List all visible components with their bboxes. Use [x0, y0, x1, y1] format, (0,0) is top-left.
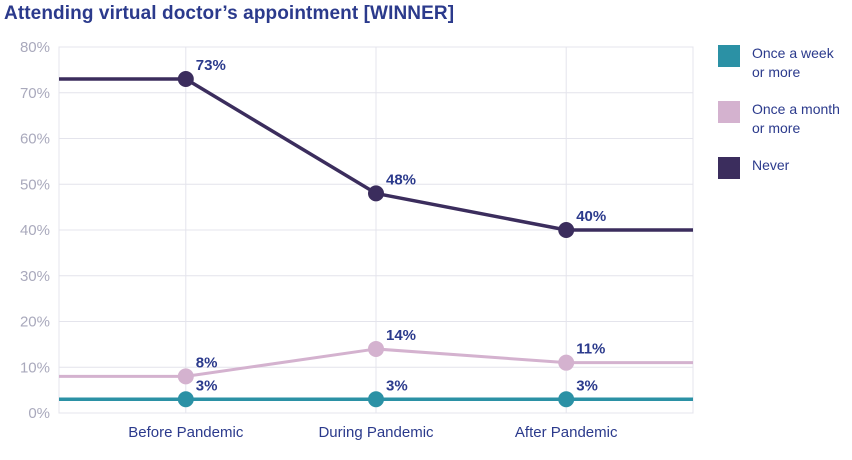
data-point-never-after-pandemic[interactable]	[558, 222, 575, 238]
y-axis-tick-label: 50%	[20, 176, 50, 193]
data-label-once-a-month-or-more-during-pandemic: 14%	[386, 327, 416, 344]
legend-swatch-never	[718, 157, 740, 179]
y-axis-tick-label: 70%	[20, 85, 50, 102]
y-axis-tick-label: 60%	[20, 131, 50, 148]
page-title: Attending virtual doctor’s appointment […	[4, 3, 455, 24]
data-label-once-a-week-or-more-before-pandemic: 3%	[196, 377, 218, 394]
data-label-once-a-week-or-more-during-pandemic: 3%	[386, 377, 408, 394]
line-chart: 0% 10% 20% 30% 40% 50% 60% 70% 80% 3% 3% 3% 8% 14% 11%…	[20, 39, 694, 441]
legend-item-once-a-week-or-more[interactable]: Once a week or more	[718, 44, 840, 82]
chart-legend: Once a week or more Once a month or more Nev…	[718, 44, 840, 179]
y-axis-tick-label: 0%	[28, 405, 50, 422]
legend-label-once-a-month-or-more: Once a month or more	[752, 101, 840, 136]
data-point-once-a-week-or-more-before-pandemic[interactable]	[177, 391, 194, 408]
y-axis-tick-label: 40%	[20, 222, 50, 239]
data-label-once-a-month-or-more-before-pandemic: 8%	[196, 354, 218, 371]
data-label-once-a-month-or-more-after-pandemic: 11%	[576, 341, 605, 358]
data-point-once-a-week-or-more-after-pandemic[interactable]	[558, 391, 575, 408]
data-label-once-a-week-or-more-after-pandemic: 3%	[576, 377, 598, 394]
y-axis-tick-label: 80%	[20, 39, 50, 56]
data-label-never-during-pandemic: 48%	[386, 171, 416, 188]
x-axis-label-before-pandemic: Before Pandemic	[128, 424, 244, 441]
y-axis-tick-label: 30%	[20, 268, 50, 285]
x-axis-label-after-pandemic: After Pandemic	[515, 424, 618, 441]
y-axis-tick-label: 10%	[20, 359, 50, 376]
y-axis-tick-label: 20%	[20, 314, 50, 331]
legend-item-never[interactable]: Never	[718, 156, 840, 179]
data-point-never-during-pandemic[interactable]	[368, 185, 384, 202]
legend-swatch-once-a-week-or-more	[718, 45, 740, 67]
data-point-once-a-week-or-more-during-pandemic[interactable]	[368, 391, 384, 408]
data-point-never-before-pandemic[interactable]	[177, 71, 194, 88]
x-axis-label-during-pandemic: During Pandemic	[318, 424, 434, 441]
legend-label-never: Never	[752, 157, 790, 173]
legend-item-once-a-month-or-more[interactable]: Once a month or more	[718, 100, 840, 138]
data-point-once-a-month-or-more-during-pandemic[interactable]	[368, 340, 384, 357]
legend-label-once-a-week-or-more: Once a week or more	[752, 45, 834, 80]
data-point-once-a-month-or-more-before-pandemic[interactable]	[177, 368, 194, 385]
data-label-never-before-pandemic: 73%	[196, 57, 226, 74]
legend-swatch-once-a-month-or-more	[718, 101, 740, 123]
data-point-once-a-month-or-more-after-pandemic[interactable]	[558, 354, 575, 371]
data-label-never-after-pandemic: 40%	[576, 208, 606, 225]
